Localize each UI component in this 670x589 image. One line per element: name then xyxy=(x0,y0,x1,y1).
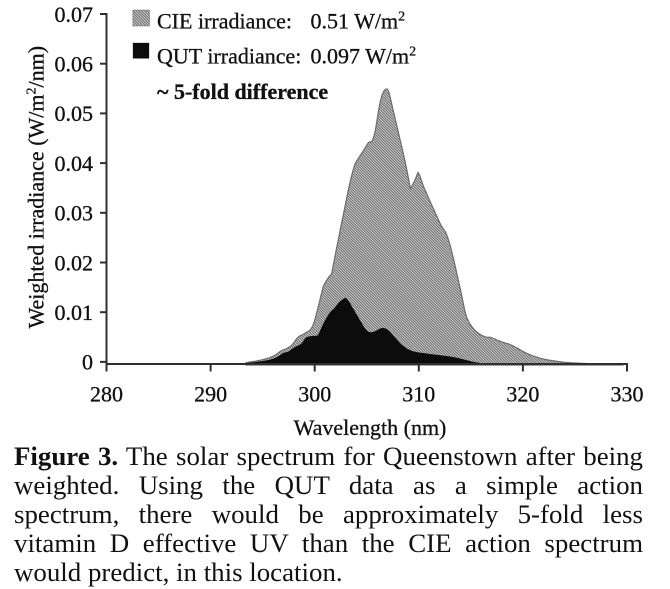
svg-text:300: 300 xyxy=(298,382,331,407)
svg-text:0.07: 0.07 xyxy=(55,2,94,27)
svg-text:QUT irradiance:: QUT irradiance: xyxy=(157,44,301,69)
svg-text:0.03: 0.03 xyxy=(55,201,94,226)
svg-text:CIE irradiance:: CIE irradiance: xyxy=(157,9,292,34)
svg-text:280: 280 xyxy=(90,382,123,407)
svg-text:Wavelength (nm): Wavelength (nm) xyxy=(294,415,447,440)
svg-text:0.05: 0.05 xyxy=(55,101,94,126)
svg-text:~ 5-fold difference: ~ 5-fold difference xyxy=(157,79,328,104)
svg-text:320: 320 xyxy=(506,382,539,407)
svg-text:330: 330 xyxy=(611,382,644,407)
svg-text:0: 0 xyxy=(82,350,93,375)
svg-text:0.02: 0.02 xyxy=(55,250,94,275)
svg-text:0.06: 0.06 xyxy=(55,52,94,77)
svg-text:0.04: 0.04 xyxy=(55,151,94,176)
svg-text:Weighted irradiance (W/m2/nm): Weighted irradiance (W/m2/nm) xyxy=(24,46,49,329)
svg-text:0.097 W/m2: 0.097 W/m2 xyxy=(311,44,417,69)
svg-text:0.51 W/m2: 0.51 W/m2 xyxy=(311,9,406,34)
svg-text:310: 310 xyxy=(402,382,435,407)
svg-text:290: 290 xyxy=(194,382,227,407)
svg-text:0.01: 0.01 xyxy=(55,300,94,325)
